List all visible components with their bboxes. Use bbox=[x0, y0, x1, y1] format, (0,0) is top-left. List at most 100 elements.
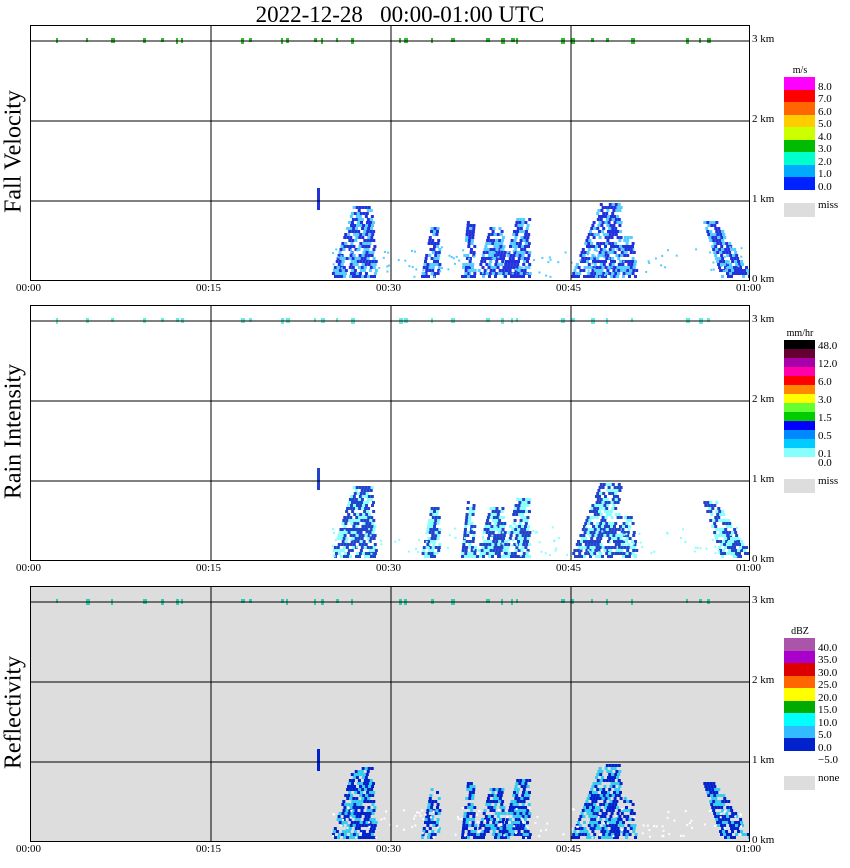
colorbar-label: 6.0 bbox=[818, 376, 832, 388]
colorbar-swatch bbox=[784, 700, 815, 714]
top-echo-mark bbox=[591, 38, 594, 42]
colorbar-label: 10.0 bbox=[818, 716, 838, 729]
top-echo-mark bbox=[56, 599, 58, 603]
top-echo-mark bbox=[486, 318, 490, 322]
x-tick-label: 00:00 bbox=[16, 843, 42, 855]
colorbar-label: 5.0 bbox=[818, 729, 832, 741]
echo-column-mark bbox=[317, 468, 320, 490]
colorbar-swatch bbox=[784, 750, 815, 764]
panel-label-2: Reflectivity bbox=[0, 655, 27, 770]
echo-plume-2 bbox=[461, 501, 477, 558]
y-tick-label: 0 km bbox=[752, 834, 775, 846]
x-tick-label: 00:00 bbox=[16, 562, 42, 574]
top-echo-mark bbox=[111, 318, 114, 322]
colorbar-label: 2.0 bbox=[818, 155, 832, 168]
echo-plume-2 bbox=[461, 221, 477, 278]
colorbar-label: 35.0 bbox=[818, 654, 838, 666]
top-echo-mark bbox=[686, 599, 688, 603]
colorbar-label: 20.0 bbox=[818, 691, 838, 704]
colorbar-swatch bbox=[784, 439, 815, 449]
y-tick-label: 0 km bbox=[752, 273, 775, 285]
ground-speckle bbox=[331, 526, 741, 558]
x-tick-label: 01:00 bbox=[736, 562, 762, 574]
top-echo-mark bbox=[606, 38, 609, 42]
y-tick-label: 2 km bbox=[752, 393, 775, 405]
echo-plume-2 bbox=[461, 782, 478, 839]
x-tick-label: 00:15 bbox=[196, 562, 222, 574]
colorbar-label: 15.0 bbox=[818, 704, 838, 716]
top-echo-mark bbox=[486, 38, 490, 42]
x-tick-label: 00:30 bbox=[376, 562, 402, 574]
x-tick-label: 00:15 bbox=[196, 843, 222, 855]
plot-svg-0 bbox=[31, 26, 749, 280]
top-echo-mark bbox=[699, 599, 702, 603]
x-tick-label: 00:00 bbox=[16, 282, 42, 294]
top-echo-mark bbox=[161, 318, 164, 322]
colorbar-label: 6.0 bbox=[818, 105, 832, 118]
y-tick-label: 3 km bbox=[752, 594, 775, 606]
plot-0 bbox=[30, 25, 750, 281]
colorbar-swatch bbox=[784, 688, 815, 701]
y-tick-label: 2 km bbox=[752, 113, 775, 125]
colorbar-swatch bbox=[784, 164, 815, 178]
colorbar-swatch bbox=[784, 177, 815, 190]
y-tick-label: 1 km bbox=[752, 473, 775, 485]
echo-plume-7 bbox=[703, 782, 749, 839]
colorbar-swatch bbox=[784, 421, 815, 431]
ground-speckle bbox=[332, 246, 743, 278]
x-tick-label: 00:45 bbox=[556, 282, 582, 294]
colorbar-label: 8.0 bbox=[818, 80, 832, 93]
colorbar-swatch bbox=[784, 394, 815, 404]
x-tick-label: 00:15 bbox=[196, 282, 222, 294]
colorbar-swatch bbox=[784, 663, 815, 676]
colorbar-swatch bbox=[784, 89, 815, 103]
colorbar-extra-label: miss bbox=[818, 475, 839, 487]
echo-plume-6 bbox=[616, 797, 638, 839]
colorbar-swatch bbox=[784, 650, 815, 664]
y-tick-label: 3 km bbox=[752, 313, 775, 325]
top-echo-mark bbox=[241, 599, 245, 603]
echo-plume-1 bbox=[421, 507, 442, 558]
top-echo-mark bbox=[249, 318, 252, 322]
echo-plume-5 bbox=[571, 764, 623, 839]
echo-plume-4 bbox=[501, 498, 532, 558]
echo-plume-1 bbox=[421, 788, 442, 839]
top-echo-mark bbox=[336, 599, 339, 603]
colorbar-extra-label: none bbox=[818, 772, 840, 784]
colorbar-label: 48.0 bbox=[818, 340, 838, 352]
x-tick-label: 00:45 bbox=[556, 562, 582, 574]
colorbar-swatch bbox=[784, 385, 815, 395]
colorbar-unit: mm/hr bbox=[786, 328, 814, 339]
colorbar-label: 3.0 bbox=[818, 394, 832, 406]
top-echo-mark bbox=[591, 599, 593, 603]
colorbar-label: 7.0 bbox=[818, 93, 832, 105]
top-echo-mark bbox=[516, 318, 518, 322]
top-echo-mark bbox=[336, 318, 338, 322]
top-echo-mark bbox=[281, 599, 284, 603]
top-echo-mark bbox=[86, 38, 88, 42]
y-tick-label: 1 km bbox=[752, 754, 775, 766]
echo-plume-7 bbox=[703, 501, 749, 558]
colorbar-label: −5.0 bbox=[818, 754, 838, 766]
colorbar-label: 0.0 bbox=[818, 741, 832, 754]
colorbar-label: 40.0 bbox=[818, 641, 838, 654]
echo-plume-6 bbox=[616, 516, 639, 558]
ground-speckle bbox=[332, 807, 742, 839]
top-echo-mark bbox=[314, 38, 317, 42]
colorbar-swatch bbox=[784, 675, 815, 689]
colorbar-label: 4.0 bbox=[818, 130, 832, 143]
colorbar-swatch bbox=[784, 127, 815, 140]
y-tick-label: 2 km bbox=[752, 674, 775, 686]
colorbar-label: 0.0 bbox=[818, 180, 832, 193]
plot-1 bbox=[30, 305, 750, 561]
top-echo-mark bbox=[631, 318, 633, 322]
colorbar-label: 1.0 bbox=[818, 168, 832, 180]
panel-label-0: Fall Velocity bbox=[0, 90, 27, 213]
colorbar-swatch bbox=[784, 412, 815, 422]
y-tick-label: 3 km bbox=[752, 33, 775, 45]
top-echo-mark bbox=[707, 318, 710, 322]
colorbar-label: 5.0 bbox=[818, 118, 832, 130]
chart-title: 2022-12-28 00:00-01:00 UTC bbox=[255, 2, 545, 27]
top-echo-mark bbox=[451, 38, 455, 42]
colorbar-extra-swatch bbox=[784, 479, 815, 493]
